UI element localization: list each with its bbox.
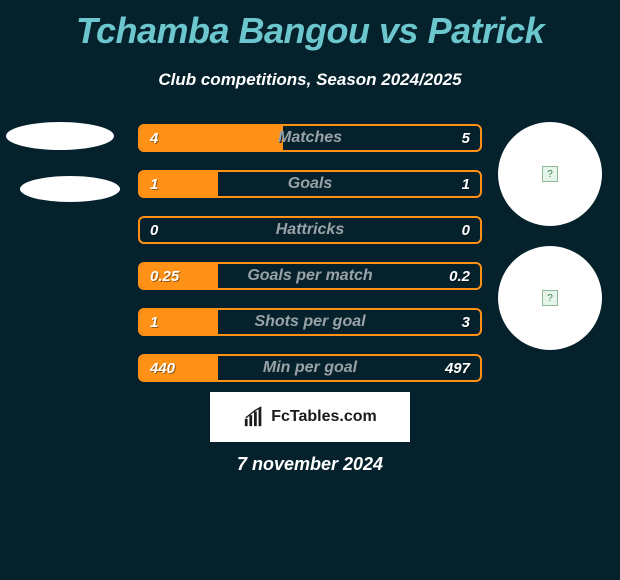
- stat-value-right: 1: [462, 172, 470, 196]
- source-text: FcTables.com: [271, 408, 377, 426]
- missing-image-icon: ?: [542, 166, 558, 182]
- stat-label: Hattricks: [140, 218, 480, 242]
- stats-bars: 4Matches5 1Goals1 0Hattricks0 0.25Goals per…: [138, 124, 482, 400]
- missing-image-icon: ?: [542, 290, 558, 306]
- player2-photo-placeholder: ?: [498, 122, 602, 226]
- comparison-subtitle: Club competitions, Season 2024/2025: [0, 70, 620, 90]
- player1-avatar-group: [0, 122, 120, 202]
- stat-value-left: 1: [150, 310, 158, 334]
- player1-club-placeholder: [20, 176, 120, 202]
- stat-value-left: 0.25: [150, 264, 179, 288]
- stat-row: 1Goals1: [138, 170, 482, 198]
- stat-row: 440Min per goal497: [138, 354, 482, 382]
- stat-row: 0.25Goals per match0.2: [138, 262, 482, 290]
- stat-value-right: 0: [462, 218, 470, 242]
- stat-row: 1Shots per goal3: [138, 308, 482, 336]
- stat-value-left: 0: [150, 218, 158, 242]
- stat-row: 4Matches5: [138, 124, 482, 152]
- player2-avatar-group: ? ?: [498, 122, 602, 370]
- stat-value-left: 440: [150, 356, 175, 380]
- snapshot-date: 7 november 2024: [0, 454, 620, 475]
- stat-row: 0Hattricks0: [138, 216, 482, 244]
- player1-photo-placeholder: [6, 122, 114, 150]
- stat-value-right: 3: [462, 310, 470, 334]
- stat-bar-fill: [140, 126, 283, 150]
- stat-value-right: 5: [462, 126, 470, 150]
- player2-club-placeholder: ?: [498, 246, 602, 350]
- stat-value-right: 497: [445, 356, 470, 380]
- stat-value-right: 0.2: [449, 264, 470, 288]
- fctables-logo-icon: [243, 406, 265, 428]
- stat-value-left: 4: [150, 126, 158, 150]
- source-attribution: FcTables.com: [210, 392, 410, 442]
- stat-value-left: 1: [150, 172, 158, 196]
- comparison-title: Tchamba Bangou vs Patrick: [0, 0, 620, 52]
